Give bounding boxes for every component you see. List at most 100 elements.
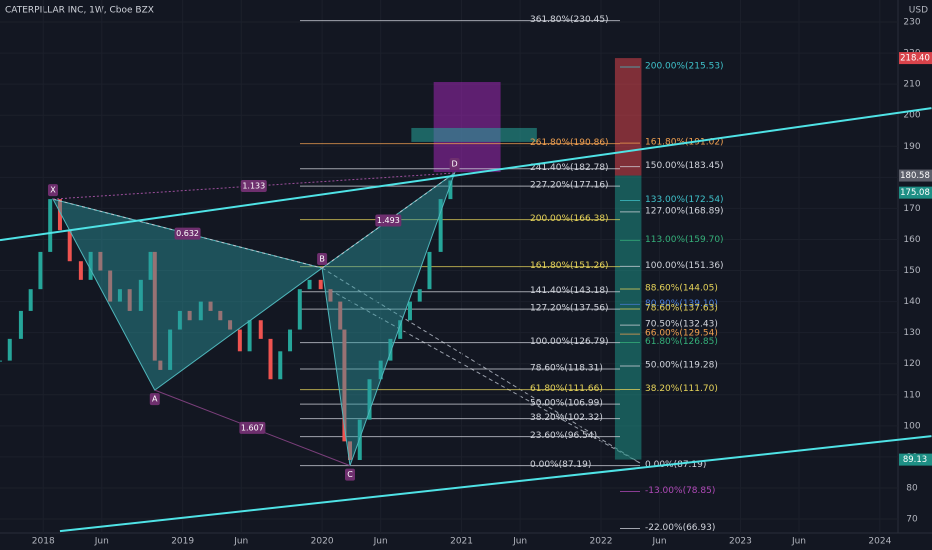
fib-label: 88.60%(144.05) bbox=[645, 284, 718, 294]
price-tag bbox=[899, 52, 932, 65]
fib-label: 61.80%(126.85) bbox=[645, 337, 718, 347]
fib-label: 100.00%(151.36) bbox=[645, 261, 724, 271]
fib-label: -22.00%(66.93) bbox=[645, 523, 715, 533]
candle bbox=[28, 289, 33, 311]
y-tick-label: 140 bbox=[903, 297, 920, 307]
point-box bbox=[149, 393, 160, 406]
projection-line bbox=[321, 267, 641, 464]
ratio-box bbox=[375, 214, 402, 227]
y-tick-label: 100 bbox=[903, 421, 920, 431]
price-tag-label: 180.58 bbox=[900, 171, 930, 181]
fib-label: 161.80%(151.26) bbox=[530, 261, 609, 271]
zone-box bbox=[614, 58, 642, 176]
candle bbox=[438, 199, 443, 252]
candle bbox=[407, 301, 412, 321]
fib-label: 133.00%(172.54) bbox=[645, 195, 724, 205]
x-tick-label: Jun bbox=[233, 537, 248, 547]
candle bbox=[367, 379, 372, 420]
candle bbox=[237, 329, 242, 352]
price-tag-label: 89.13 bbox=[903, 455, 927, 465]
x-tick-label: 2019 bbox=[171, 537, 194, 547]
candle bbox=[152, 251, 157, 361]
price-tag bbox=[899, 453, 932, 466]
point-label: B bbox=[319, 255, 325, 264]
fib-label: 113.00%(159.70) bbox=[645, 235, 724, 245]
x-tick-label: 2018 bbox=[32, 537, 55, 547]
x-tick-label: Jun bbox=[373, 537, 388, 547]
fib-label: 78.60%(118.31) bbox=[530, 363, 603, 373]
candle bbox=[268, 338, 273, 380]
y-tick-label: 130 bbox=[903, 328, 920, 338]
point-box bbox=[47, 184, 58, 197]
fib-label: 100.00%(126.79) bbox=[530, 337, 609, 347]
candle bbox=[247, 320, 252, 352]
candle bbox=[18, 310, 23, 339]
candle bbox=[357, 419, 362, 461]
point-label: A bbox=[152, 395, 158, 404]
price-tag bbox=[899, 169, 932, 182]
x-tick-label: Jun bbox=[652, 537, 667, 547]
candle bbox=[288, 329, 293, 352]
candle bbox=[417, 289, 422, 302]
candle bbox=[347, 441, 352, 461]
ratio-label: 1.607 bbox=[241, 423, 264, 432]
fib-label: 50.00%(119.28) bbox=[645, 360, 718, 370]
candle bbox=[208, 301, 213, 311]
y-tick-label: 230 bbox=[903, 18, 920, 28]
y-tick-label: 200 bbox=[903, 111, 920, 121]
candle bbox=[427, 251, 432, 290]
candle bbox=[198, 301, 203, 321]
candle bbox=[127, 289, 132, 311]
fib-label: 78.60%(137.63) bbox=[645, 303, 718, 313]
fib-label: 0.00%(87.19) bbox=[645, 460, 706, 470]
candle bbox=[7, 338, 12, 361]
ratio-label: 1.493 bbox=[377, 216, 400, 225]
fib-label: 200.00%(215.53) bbox=[645, 61, 724, 71]
y-tick-label: 70 bbox=[906, 515, 918, 525]
candle bbox=[78, 261, 83, 280]
y-tick-label: 190 bbox=[903, 142, 920, 152]
ratio-box bbox=[240, 180, 267, 193]
x-tick-label: 2021 bbox=[450, 537, 473, 547]
fib-label: 38.20%(102.32) bbox=[530, 413, 603, 423]
fib-label: 0.00%(87.19) bbox=[530, 460, 591, 470]
y-tick-label: 150 bbox=[903, 266, 920, 276]
fib-label: 241.40%(182.78) bbox=[530, 163, 609, 173]
fib-label: 141.40%(143.18) bbox=[530, 286, 609, 296]
ratio-box bbox=[239, 421, 266, 434]
candle bbox=[0, 360, 2, 362]
candle bbox=[338, 301, 343, 330]
candle bbox=[297, 289, 302, 330]
candle bbox=[48, 199, 53, 252]
price-tag bbox=[899, 186, 932, 199]
candle bbox=[108, 270, 113, 302]
price-tag-label: 218.40 bbox=[900, 54, 930, 64]
candle bbox=[67, 230, 72, 262]
x-tick-label: Jun bbox=[94, 537, 109, 547]
x-tick-label: 2023 bbox=[729, 537, 752, 547]
candle bbox=[448, 180, 453, 200]
currency: USD bbox=[909, 6, 928, 16]
candle bbox=[328, 289, 333, 302]
candle bbox=[38, 251, 43, 290]
candle bbox=[378, 360, 383, 380]
candle bbox=[187, 310, 192, 321]
y-tick-label: 170 bbox=[903, 204, 920, 214]
candle bbox=[117, 289, 122, 302]
x-tick-label: 2020 bbox=[311, 537, 334, 547]
fib-label: 361.80%(230.45) bbox=[530, 15, 609, 25]
fib-label: 150.00%(183.45) bbox=[645, 161, 724, 171]
x-tick-label: 2024 bbox=[868, 537, 891, 547]
candle bbox=[258, 320, 263, 339]
fib-label: 127.00%(168.89) bbox=[645, 206, 724, 216]
candle bbox=[168, 329, 173, 370]
projection-line bbox=[329, 289, 641, 464]
point-label: X bbox=[50, 186, 56, 195]
y-tick-label: 80 bbox=[906, 483, 918, 493]
point-box bbox=[317, 253, 328, 266]
fib-label: 227.20%(177.16) bbox=[530, 181, 609, 191]
fib-label: -13.00%(78.85) bbox=[645, 486, 715, 496]
y-tick-label: 110 bbox=[903, 390, 920, 400]
candle bbox=[138, 279, 143, 311]
